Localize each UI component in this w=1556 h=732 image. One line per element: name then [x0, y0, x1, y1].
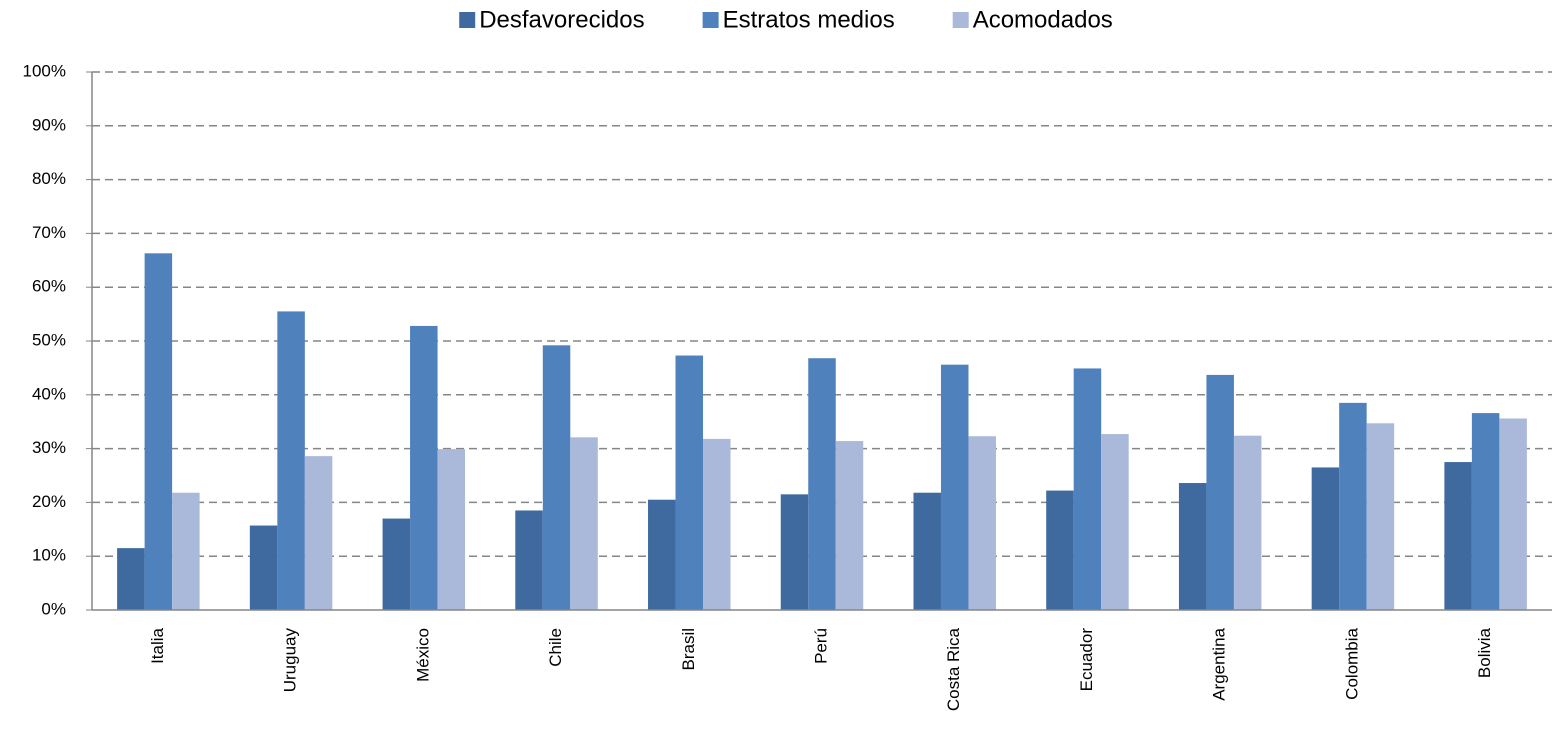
y-tick-label: 20% — [32, 492, 66, 511]
y-tick-label: 0% — [41, 599, 66, 618]
bar — [1178, 483, 1207, 610]
legend-swatch — [459, 12, 476, 28]
y-tick-label: 70% — [32, 223, 66, 242]
x-tick-label: México — [413, 628, 432, 682]
bar — [913, 492, 941, 610]
y-tick-label: 80% — [32, 169, 66, 188]
legend-label: Desfavorecidos — [479, 6, 644, 33]
bar — [172, 492, 200, 610]
bar — [1339, 402, 1367, 610]
bar — [835, 441, 864, 610]
bar — [1101, 434, 1129, 610]
x-tick-label: Perú — [811, 628, 830, 664]
x-tick-label: Chile — [546, 628, 565, 667]
bar — [1471, 413, 1500, 610]
x-tick-label: Italia — [148, 627, 167, 663]
bar — [1073, 368, 1102, 610]
bar — [968, 436, 996, 610]
legend: Desfavorecidos Estratos medios Acomodados — [459, 6, 1113, 33]
bar — [542, 345, 571, 610]
bar — [1444, 462, 1472, 610]
y-tick-label: 10% — [32, 546, 66, 565]
x-tick-label: Costa Rica — [944, 627, 963, 711]
bar — [940, 364, 969, 610]
bar — [144, 253, 173, 610]
legend-label: Estratos medios — [723, 6, 895, 33]
bar — [780, 494, 809, 610]
legend-label: Acomodados — [973, 6, 1113, 33]
x-tick-label: Bolivia — [1475, 627, 1494, 678]
bar — [382, 518, 411, 610]
bar — [1366, 423, 1395, 610]
y-tick-label: 30% — [32, 438, 66, 457]
bar — [117, 548, 145, 610]
legend-swatch — [702, 12, 719, 28]
bar — [304, 456, 333, 610]
x-tick-label: Colombia — [1342, 627, 1361, 699]
bar — [410, 325, 438, 610]
bar — [249, 525, 278, 610]
y-tick-label: 60% — [32, 277, 66, 296]
bar — [648, 499, 676, 610]
y-tick-label: 90% — [32, 115, 66, 134]
bar — [277, 311, 305, 610]
bar — [1206, 374, 1234, 610]
x-tick-label: Brasil — [679, 628, 698, 671]
bar — [703, 438, 731, 610]
bar — [437, 449, 466, 610]
bar — [570, 437, 598, 610]
x-tick-label: Ecuador — [1077, 628, 1096, 692]
x-tick-label: Argentina — [1210, 627, 1229, 700]
bar — [1046, 490, 1074, 610]
bar — [1499, 418, 1527, 610]
bar — [675, 355, 704, 610]
bar — [808, 358, 836, 610]
bar — [1311, 467, 1340, 610]
legend-swatch — [952, 12, 969, 28]
x-tick-label: Uruguay — [281, 628, 300, 693]
bar — [515, 510, 543, 610]
y-tick-label: 40% — [32, 384, 66, 403]
bar — [1233, 435, 1262, 610]
y-tick-label: 100% — [23, 61, 66, 80]
y-tick-label: 50% — [32, 330, 66, 349]
